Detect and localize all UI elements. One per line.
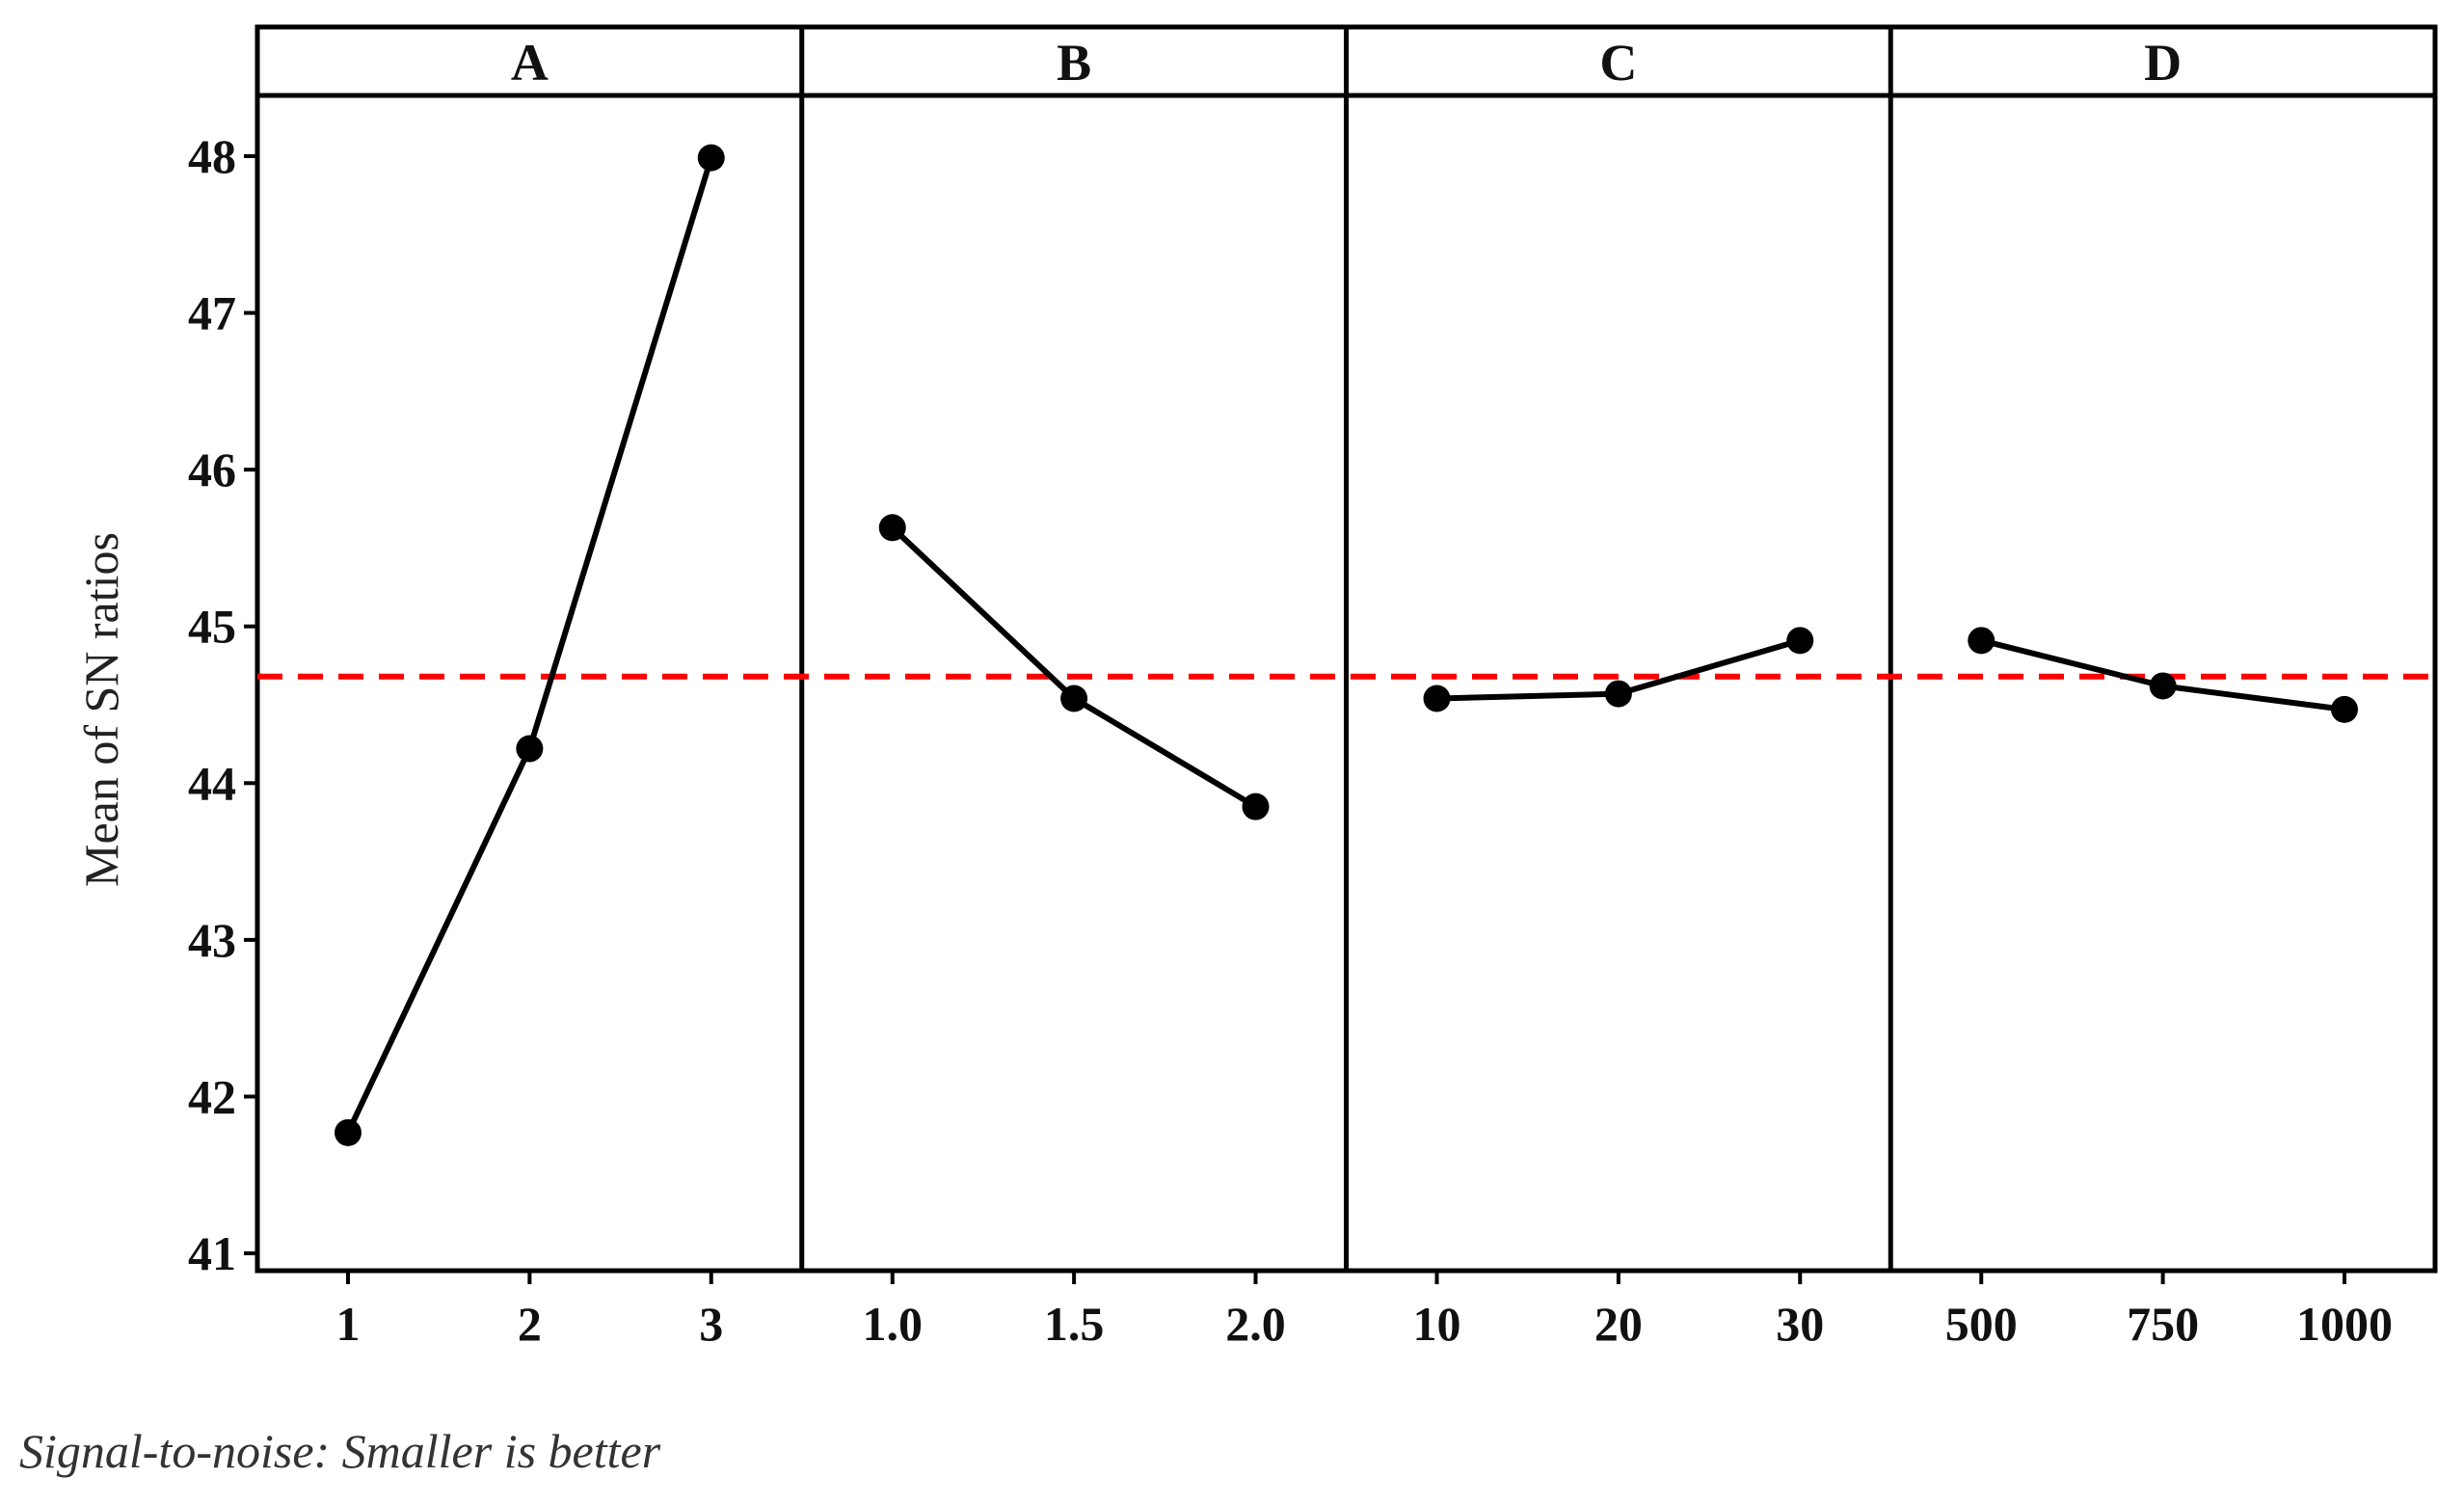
y-tick-label: 43 [188,913,236,967]
x-tick-label: 3 [699,1297,723,1351]
panel-b-strip-label: B [1057,34,1091,92]
data-point-c-1 [1604,680,1632,708]
data-point-c-0 [1423,685,1451,712]
x-tick-label: 30 [1776,1297,1824,1351]
data-point-b-0 [878,514,906,542]
data-point-d-0 [1968,627,1995,655]
x-tick-label: 10 [1413,1297,1461,1351]
panel-a-strip-label: A [511,34,549,92]
data-point-d-2 [2331,695,2358,723]
y-tick-label: 47 [188,286,236,340]
x-tick-label: 1000 [2296,1297,2393,1351]
series-line-b [890,525,1258,810]
x-tick-label: 750 [2127,1297,2199,1351]
x-tick-label: 20 [1594,1297,1643,1351]
x-tick-label: 2.0 [1225,1297,1286,1351]
panel-d-strip-label: D [2144,34,2182,92]
x-tick-label: 500 [1945,1297,2018,1351]
y-tick-label: 44 [188,756,236,810]
signal-to-noise-note: Signal-to-noise: Smaller is better [19,1424,661,1478]
y-tick-label: 48 [188,129,236,183]
y-tick-label: 41 [188,1226,236,1280]
data-point-b-1 [1060,685,1088,712]
data-point-d-1 [2149,672,2177,700]
y-axis-title: Mean of SN ratios [74,532,128,887]
y-tick-label: 42 [188,1069,236,1123]
x-tick-label: 1 [336,1297,361,1351]
y-tick-label: 46 [188,443,236,497]
panel-c-strip-label: C [1599,34,1637,92]
x-tick-label: 1.0 [863,1297,924,1351]
data-point-a-2 [697,144,725,172]
data-point-c-2 [1786,627,1814,655]
data-point-a-0 [335,1118,362,1146]
x-tick-label: 1.5 [1044,1297,1105,1351]
x-tick-label: 2 [518,1297,542,1351]
y-tick-label: 45 [188,600,236,654]
data-point-b-2 [1242,792,1270,820]
data-point-a-1 [516,735,544,763]
series-line-a [345,156,714,1135]
